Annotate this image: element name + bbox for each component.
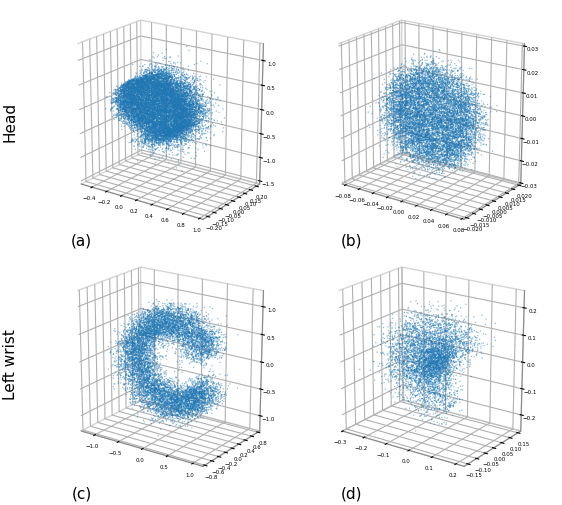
Text: (b): (b) xyxy=(341,233,362,248)
Text: Head: Head xyxy=(3,101,18,141)
Text: (a): (a) xyxy=(71,233,92,248)
Text: Left wrist: Left wrist xyxy=(3,328,18,399)
Text: (d): (d) xyxy=(341,485,362,500)
Text: (c): (c) xyxy=(71,485,92,500)
